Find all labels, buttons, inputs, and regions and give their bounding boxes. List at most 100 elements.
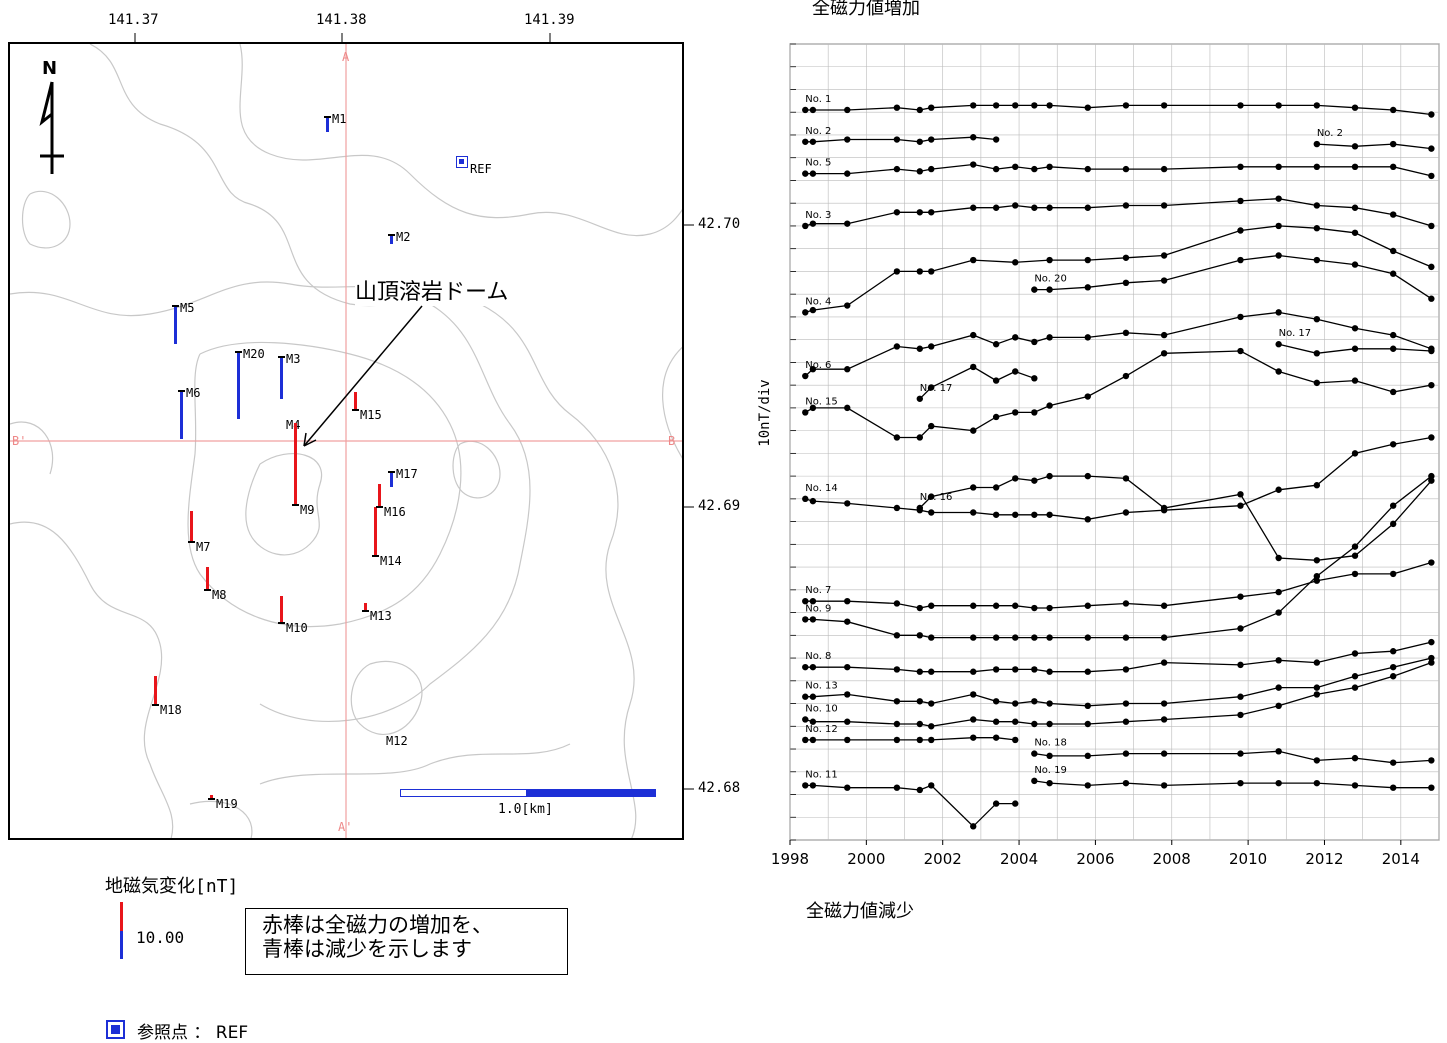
legend-note: 赤棒は全磁力の増加を、 青棒は減少を示します bbox=[245, 908, 568, 975]
data-point bbox=[1084, 393, 1091, 400]
data-point bbox=[1237, 625, 1244, 632]
data-point bbox=[1275, 779, 1282, 787]
data-point bbox=[802, 716, 809, 723]
data-point bbox=[970, 204, 977, 211]
data-point bbox=[970, 509, 977, 516]
data-point bbox=[1160, 252, 1168, 259]
series-label: No. 8 bbox=[805, 651, 831, 662]
data-point bbox=[992, 413, 1000, 421]
series-label: No. 13 bbox=[805, 681, 838, 692]
data-point bbox=[844, 718, 851, 725]
data-point bbox=[1237, 256, 1244, 264]
data-point bbox=[1351, 650, 1359, 657]
data-point bbox=[809, 718, 817, 725]
data-point bbox=[1237, 779, 1244, 787]
data-point bbox=[1122, 634, 1130, 641]
station-label-m16: M16 bbox=[384, 505, 406, 519]
data-point bbox=[1313, 691, 1321, 698]
data-point bbox=[928, 634, 935, 641]
legend-note-line1: 赤棒は全磁力の増加を、 bbox=[262, 913, 493, 937]
data-point bbox=[1275, 609, 1282, 616]
data-point bbox=[1275, 486, 1282, 493]
data-point bbox=[802, 495, 809, 503]
station-label-m14: M14 bbox=[380, 554, 402, 568]
data-point bbox=[802, 409, 809, 416]
data-point bbox=[1046, 604, 1053, 612]
data-point bbox=[1122, 279, 1130, 286]
data-point bbox=[1389, 570, 1397, 578]
series-label: No. 1 bbox=[805, 94, 831, 105]
station-bar-m14 bbox=[374, 507, 377, 556]
data-point bbox=[1313, 315, 1321, 323]
series-line bbox=[804, 311, 1432, 377]
series-label: No. 6 bbox=[805, 360, 831, 371]
legend-title: 地磁気変化[nT] bbox=[105, 876, 239, 897]
x-tick-label: 2000 bbox=[847, 850, 885, 868]
data-point bbox=[802, 616, 809, 623]
data-point bbox=[893, 268, 901, 275]
data-point bbox=[1428, 434, 1435, 441]
data-point bbox=[1428, 757, 1435, 764]
data-point bbox=[970, 134, 977, 141]
station-bar-m6 bbox=[180, 390, 183, 439]
data-point bbox=[928, 165, 935, 173]
data-point bbox=[1046, 472, 1053, 480]
legend-bar-decrease bbox=[120, 931, 123, 959]
data-point bbox=[1160, 350, 1168, 357]
station-bar-cap bbox=[352, 409, 359, 411]
data-point bbox=[809, 106, 817, 114]
series-label: No. 17 bbox=[920, 383, 953, 394]
data-point bbox=[1351, 163, 1359, 171]
data-point bbox=[893, 209, 901, 216]
data-point bbox=[970, 691, 977, 698]
data-point bbox=[916, 632, 923, 639]
data-point bbox=[1122, 475, 1130, 482]
data-point bbox=[1428, 638, 1435, 646]
north-arrow: N bbox=[38, 58, 68, 174]
data-point bbox=[1046, 634, 1053, 641]
data-point bbox=[802, 106, 809, 114]
map-ticks bbox=[134, 33, 694, 790]
data-point bbox=[1313, 202, 1321, 209]
data-point bbox=[1237, 750, 1244, 757]
data-point bbox=[1084, 334, 1091, 341]
data-point bbox=[1012, 334, 1019, 341]
data-point bbox=[1012, 475, 1019, 482]
data-point bbox=[916, 168, 923, 175]
data-point bbox=[1313, 577, 1321, 584]
data-point bbox=[809, 736, 817, 744]
station-bar-m8 bbox=[206, 566, 209, 590]
chart-title: 全磁力値増加 bbox=[812, 0, 920, 19]
data-point bbox=[1031, 338, 1038, 346]
series-label: No. 4 bbox=[805, 296, 831, 307]
data-point bbox=[1313, 757, 1321, 764]
series-label: No. 12 bbox=[805, 724, 838, 735]
data-point bbox=[1122, 165, 1130, 173]
data-point bbox=[1084, 752, 1091, 760]
data-point bbox=[844, 691, 851, 698]
data-point bbox=[844, 170, 851, 177]
data-point bbox=[992, 800, 1000, 807]
data-point bbox=[1031, 750, 1038, 757]
data-point bbox=[1275, 309, 1282, 316]
station-label-m9: M9 bbox=[300, 503, 315, 517]
data-point bbox=[1389, 673, 1397, 680]
data-point bbox=[1122, 779, 1130, 787]
series-line bbox=[805, 661, 1432, 727]
data-point bbox=[928, 782, 935, 789]
data-point bbox=[1122, 102, 1130, 109]
data-point bbox=[1012, 409, 1019, 416]
x-tick-label: 2010 bbox=[1229, 850, 1267, 868]
data-point bbox=[1160, 602, 1168, 609]
data-point bbox=[1012, 666, 1019, 673]
data-point bbox=[970, 668, 977, 675]
data-point bbox=[1237, 347, 1244, 355]
data-point bbox=[1160, 782, 1168, 789]
data-point bbox=[970, 363, 977, 371]
data-point bbox=[1351, 261, 1359, 268]
data-point bbox=[1031, 698, 1038, 705]
data-point bbox=[809, 663, 817, 671]
x-tick-label: 2014 bbox=[1382, 850, 1420, 868]
series-label: No. 11 bbox=[805, 769, 838, 780]
lon-tick: 141.39 bbox=[524, 12, 575, 28]
